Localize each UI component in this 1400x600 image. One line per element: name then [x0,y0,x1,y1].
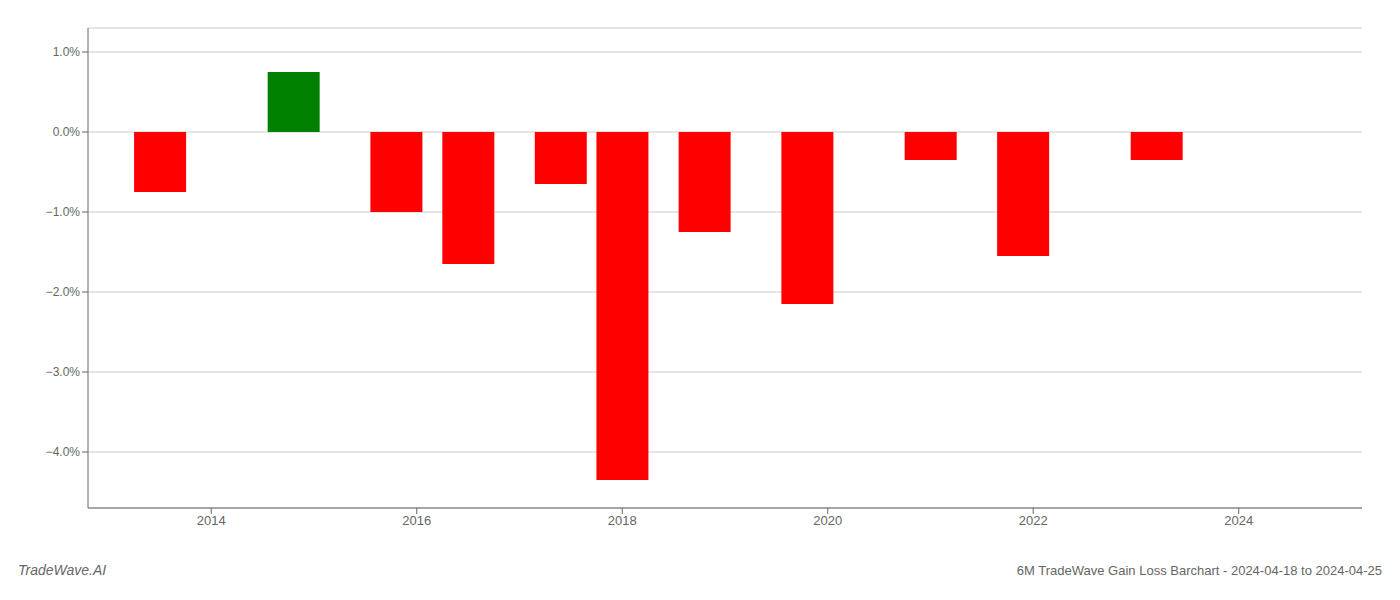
svg-text:−2.0%: −2.0% [46,285,81,299]
svg-text:2024: 2024 [1224,513,1253,528]
svg-text:−3.0%: −3.0% [46,365,81,379]
svg-text:2018: 2018 [608,513,637,528]
html-text:TradeWave.AI: TradeWave.AI [18,562,107,578]
svg-text:−4.0%: −4.0% [46,445,81,459]
svg-text:1.0%: 1.0% [53,45,81,59]
html-text:6M TradeWave Gain Loss Barchar: 6M TradeWave Gain Loss Barchart - 2024-0… [1016,563,1382,578]
svg-text:−1.0%: −1.0% [46,205,81,219]
svg-text:2014: 2014 [197,513,226,528]
svg-text:2016: 2016 [402,513,431,528]
svg-text:2022: 2022 [1019,513,1048,528]
svg-text:2020: 2020 [813,513,842,528]
svg-text:0.0%: 0.0% [53,125,81,139]
